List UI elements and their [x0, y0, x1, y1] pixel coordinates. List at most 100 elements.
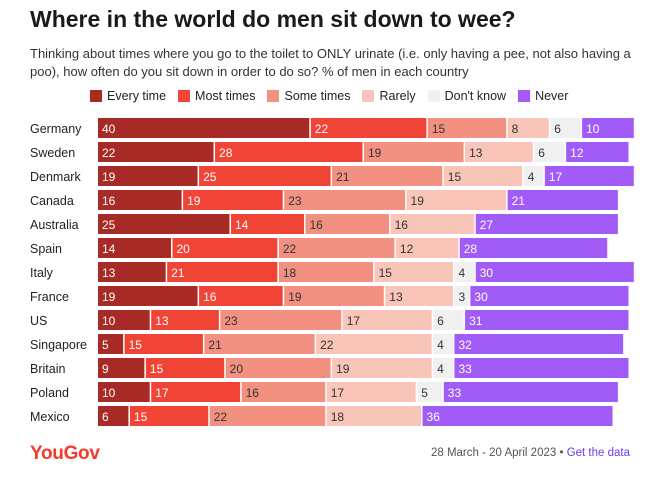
bar-segment [199, 166, 331, 186]
data-label: 15 [448, 170, 462, 184]
data-label: 13 [469, 146, 483, 160]
bar-segment [454, 358, 629, 378]
data-label: 4 [528, 170, 535, 184]
data-label: 9 [102, 362, 109, 376]
data-label: 19 [411, 194, 425, 208]
data-label: 16 [395, 218, 409, 232]
bar-segment [326, 382, 416, 402]
bar-segment [454, 286, 469, 306]
bar-segment [98, 214, 230, 234]
bar-segment [566, 142, 629, 162]
bar-segment [326, 406, 422, 426]
data-label: 30 [474, 290, 488, 304]
data-label: 8 [512, 122, 519, 136]
bar-segment [98, 190, 182, 210]
data-label: 16 [102, 194, 116, 208]
data-label: 21 [208, 338, 222, 352]
bar-segment [310, 118, 427, 138]
bar-segment [459, 238, 608, 258]
data-label: 28 [219, 146, 233, 160]
bar-segment [507, 118, 549, 138]
bar-segment [454, 334, 624, 354]
bar-segment [209, 406, 326, 426]
data-label: 19 [288, 290, 302, 304]
category-label: Italy [30, 266, 54, 280]
data-label: 15 [129, 338, 143, 352]
category-label: Sweden [30, 146, 75, 160]
data-label: 21 [512, 194, 526, 208]
bar-segment [278, 238, 395, 258]
data-label: 4 [458, 266, 465, 280]
legend-item-every-time: Every time [90, 89, 166, 103]
data-label: 5 [421, 386, 428, 400]
bar-segment [98, 310, 150, 330]
bar-segment [390, 214, 475, 234]
bar-segment [278, 262, 374, 282]
bar-segment [98, 142, 214, 162]
data-label: 19 [187, 194, 201, 208]
data-label: 16 [203, 290, 217, 304]
bar-segment [183, 190, 283, 210]
data-label: 19 [368, 146, 382, 160]
chart-title: Where in the world do men sit down to we… [30, 6, 516, 32]
bar-segment [98, 262, 166, 282]
data-label: 6 [538, 146, 545, 160]
data-label: 23 [288, 194, 302, 208]
bar-segment [98, 406, 129, 426]
data-label: 16 [246, 386, 260, 400]
bar-segment [98, 286, 198, 306]
data-label: 15 [379, 266, 393, 280]
bar-segment [98, 382, 150, 402]
data-label: 33 [448, 386, 462, 400]
data-label: 10 [102, 314, 116, 328]
bar-segment [98, 334, 124, 354]
bar-segment [332, 166, 443, 186]
footer-separator: • [559, 447, 564, 459]
data-label: 10 [102, 386, 116, 400]
data-label: 20 [176, 242, 190, 256]
bar-segment [316, 334, 432, 354]
bar-segment [523, 166, 544, 186]
bar-segment [465, 142, 533, 162]
data-label: 25 [102, 218, 116, 232]
footer-source: 28 March - 20 April 2023 • Get the data [431, 447, 630, 459]
legend-swatch [362, 90, 375, 102]
category-label: Mexico [30, 410, 70, 424]
category-label: Britain [30, 362, 65, 376]
bar-segment [443, 382, 618, 402]
data-label: 10 [586, 122, 600, 136]
data-label: 15 [432, 122, 446, 136]
get-the-data-link[interactable]: Get the data [566, 447, 630, 459]
legend-label: Most times [195, 89, 256, 103]
data-label: 16 [309, 218, 323, 232]
data-label: 23 [224, 314, 238, 328]
bar-segment [550, 118, 581, 138]
footer-date-range: 28 March - 20 April 2023 [430, 447, 557, 459]
bar-segment [167, 262, 278, 282]
bar-segment [342, 310, 432, 330]
data-label: 28 [464, 242, 478, 256]
data-label: 22 [283, 242, 297, 256]
data-label: 21 [171, 266, 185, 280]
legend-item-don-t-know: Don't know [427, 89, 506, 103]
bar-segment [427, 118, 507, 138]
data-label: 4 [437, 362, 444, 376]
data-label: 12 [400, 242, 414, 256]
bar-segment [124, 334, 203, 354]
legend-swatch [90, 90, 102, 102]
bar-segment [305, 214, 390, 234]
data-label: 4 [437, 338, 444, 352]
bar-segment [199, 286, 283, 306]
category-label: US [30, 314, 47, 328]
legend-label: Every time [107, 89, 167, 103]
data-label: 18 [283, 266, 297, 280]
bar-segment [443, 166, 523, 186]
bar-segment [454, 262, 475, 282]
data-label: 22 [315, 122, 329, 136]
yougov-logo: YouGov [30, 443, 100, 464]
category-label: Denmark [30, 170, 81, 184]
data-label: 17 [549, 170, 563, 184]
bar-segment [475, 214, 618, 234]
bar-segment [98, 238, 171, 258]
data-label: 19 [336, 362, 350, 376]
